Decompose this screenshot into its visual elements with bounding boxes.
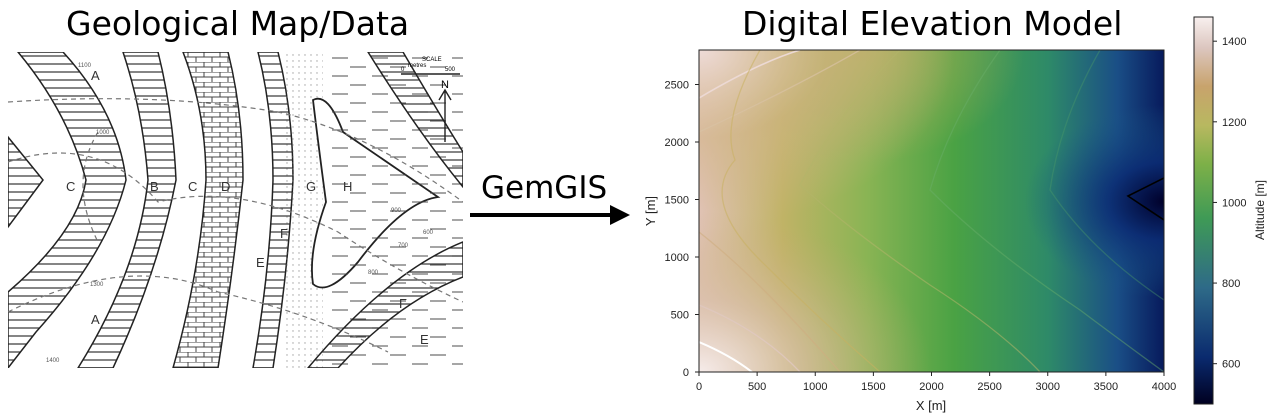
colorbar-tick-label: 800 [1222,278,1240,290]
contour-line [799,50,1041,372]
gemgis-label: GemGIS [481,170,608,206]
colorbar-tick-label: 600 [1222,359,1240,371]
contour-label: 1400 [46,358,60,364]
north-label: N [441,79,449,91]
x-tick-label: 1500 [861,381,885,393]
y-tick-label: 1500 [665,195,689,207]
contour-line [699,231,841,372]
north-arrow-icon [438,88,452,142]
scale-max: 500 [445,67,456,73]
colorbar-label: Altitude [m] [1253,180,1267,240]
y-tick-label: 500 [671,310,689,322]
unit-label: D [221,179,230,194]
x-tick-label: 4000 [1152,381,1176,393]
contour-label: 700 [398,243,409,249]
unit-label: C [188,179,197,194]
left-panel-title: Geological Map/Data [66,4,410,43]
y-axis-label: Y [m] [643,196,658,226]
x-axis: 0 500 1000 1500 2000 2500 3000 3500 4000 [696,372,1176,393]
y-tick-label: 2000 [665,137,689,149]
colorbar-tick-label: 1200 [1222,117,1246,129]
x-tick-label: 500 [748,381,766,393]
unit-label: A [91,68,100,83]
y-axis: 0 500 1000 1500 2000 2500 [665,80,699,379]
contour-line [699,341,753,372]
unit-label: E [256,255,265,270]
right-panel-title: Digital Elevation Model [742,4,1123,43]
x-tick-label: 1000 [803,381,827,393]
colorbar-ticks: 600 800 1000 1200 1400 [1213,36,1246,371]
contour-line [699,50,861,133]
y-tick-label: 0 [683,367,689,379]
y-tick-label: 2500 [665,80,689,92]
unit-label: G [306,179,316,194]
x-axis-label: X [m] [916,398,946,413]
contour-line [1126,177,1164,221]
contour-label: 1300 [90,282,104,288]
contour-line [699,304,801,372]
x-tick-label: 0 [696,381,702,393]
unit-label: E [420,332,429,347]
scale-zero: 0 [401,67,405,73]
y-tick-label: 1000 [665,252,689,264]
contour-label: 900 [391,208,402,214]
contour-label: 1100 [78,63,92,69]
colorbar-tick-label: 1000 [1222,197,1246,209]
unit-label: C [66,179,75,194]
contour-line [699,50,801,99]
colorbar-tick-label: 1400 [1222,36,1246,48]
contour-label: 800 [368,270,379,276]
unit-label: A [91,312,100,327]
x-tick-label: 3000 [1036,381,1060,393]
contour-line [929,50,1164,372]
contour-line [1049,50,1164,301]
unit-label: F [280,226,288,241]
scale-units: metres [408,63,426,69]
process-arrow-icon [470,205,630,225]
contour-line [721,50,881,372]
scale-label: SCALE [422,57,442,63]
colorbar [1193,16,1214,405]
geological-map: SCALE metres 0 500 N A B C C D E F G H A… [8,52,463,368]
unit-label: B [150,179,159,194]
unit-label: H [343,179,352,194]
contour-label: 1000 [96,130,110,136]
x-tick-label: 2000 [919,381,943,393]
x-tick-label: 2500 [977,381,1001,393]
contour-label: 600 [423,230,434,236]
x-tick-label: 3500 [1094,381,1118,393]
unit-label: F [399,296,407,311]
